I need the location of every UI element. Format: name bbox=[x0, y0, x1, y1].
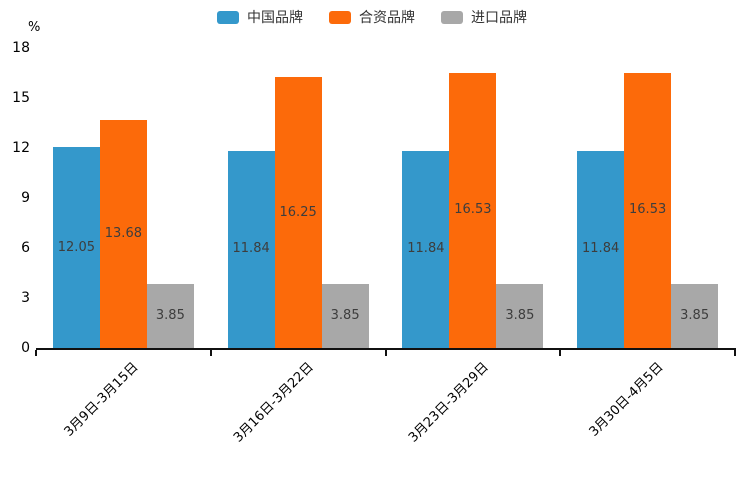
y-axis-tick-label: 0 bbox=[21, 340, 30, 356]
x-axis-category-label: 3月23日-3月29日 bbox=[405, 359, 492, 446]
x-axis-category-label: 3月30日-4月5日 bbox=[586, 359, 667, 440]
x-axis-line bbox=[36, 348, 736, 350]
legend-swatch-icon bbox=[441, 10, 463, 24]
legend-swatch-icon bbox=[329, 10, 351, 24]
legend-item-series-0[interactable]: 中国品牌 bbox=[217, 7, 303, 27]
bar-series-2-category-1[interactable] bbox=[321, 283, 369, 348]
y-axis-tick-label: 3 bbox=[21, 290, 30, 306]
x-axis-tick-mark bbox=[734, 350, 736, 356]
bar-series-1-category-3[interactable] bbox=[624, 72, 672, 348]
legend-item-label: 合资品牌 bbox=[359, 10, 415, 26]
bar-series-2-category-0[interactable] bbox=[146, 283, 194, 348]
x-axis-category-label: 3月9日-3月15日 bbox=[61, 359, 142, 440]
legend-item-series-2[interactable]: 进口品牌 bbox=[441, 7, 527, 27]
bar-series-2-category-3[interactable] bbox=[671, 283, 719, 348]
bar-series-1-category-1[interactable] bbox=[274, 77, 322, 348]
y-axis-tick-label: 6 bbox=[21, 240, 30, 256]
bar-series-0-category-2[interactable] bbox=[402, 150, 450, 348]
y-axis-tick-label: 9 bbox=[21, 190, 30, 206]
y-axis-unit-label: % bbox=[28, 20, 41, 35]
y-axis-tick-label: 18 bbox=[12, 40, 30, 56]
legend-item-label: 进口品牌 bbox=[471, 10, 527, 26]
bar-series-0-category-0[interactable] bbox=[52, 147, 100, 348]
bar-series-0-category-3[interactable] bbox=[577, 150, 625, 348]
x-axis-category-label: 3月16日-3月22日 bbox=[230, 359, 317, 446]
bar-series-1-category-0[interactable] bbox=[99, 120, 147, 348]
bar-series-2-category-2[interactable] bbox=[496, 283, 544, 348]
bar-series-0-category-1[interactable] bbox=[227, 150, 275, 348]
legend-item-series-1[interactable]: 合资品牌 bbox=[329, 7, 415, 27]
chart-legend: 中国品牌 合资品牌 进口品牌 bbox=[0, 7, 744, 27]
x-axis-tick-mark bbox=[209, 350, 212, 356]
y-axis-tick-label: 15 bbox=[12, 90, 30, 106]
bar-series-1-category-2[interactable] bbox=[449, 72, 497, 348]
legend-swatch-icon bbox=[217, 10, 239, 24]
y-axis-tick-label: 12 bbox=[12, 140, 30, 156]
x-axis-tick-mark bbox=[35, 350, 37, 356]
x-axis-tick-mark bbox=[384, 350, 387, 356]
legend-item-label: 中国品牌 bbox=[247, 10, 303, 26]
x-axis-tick-mark bbox=[559, 350, 562, 356]
